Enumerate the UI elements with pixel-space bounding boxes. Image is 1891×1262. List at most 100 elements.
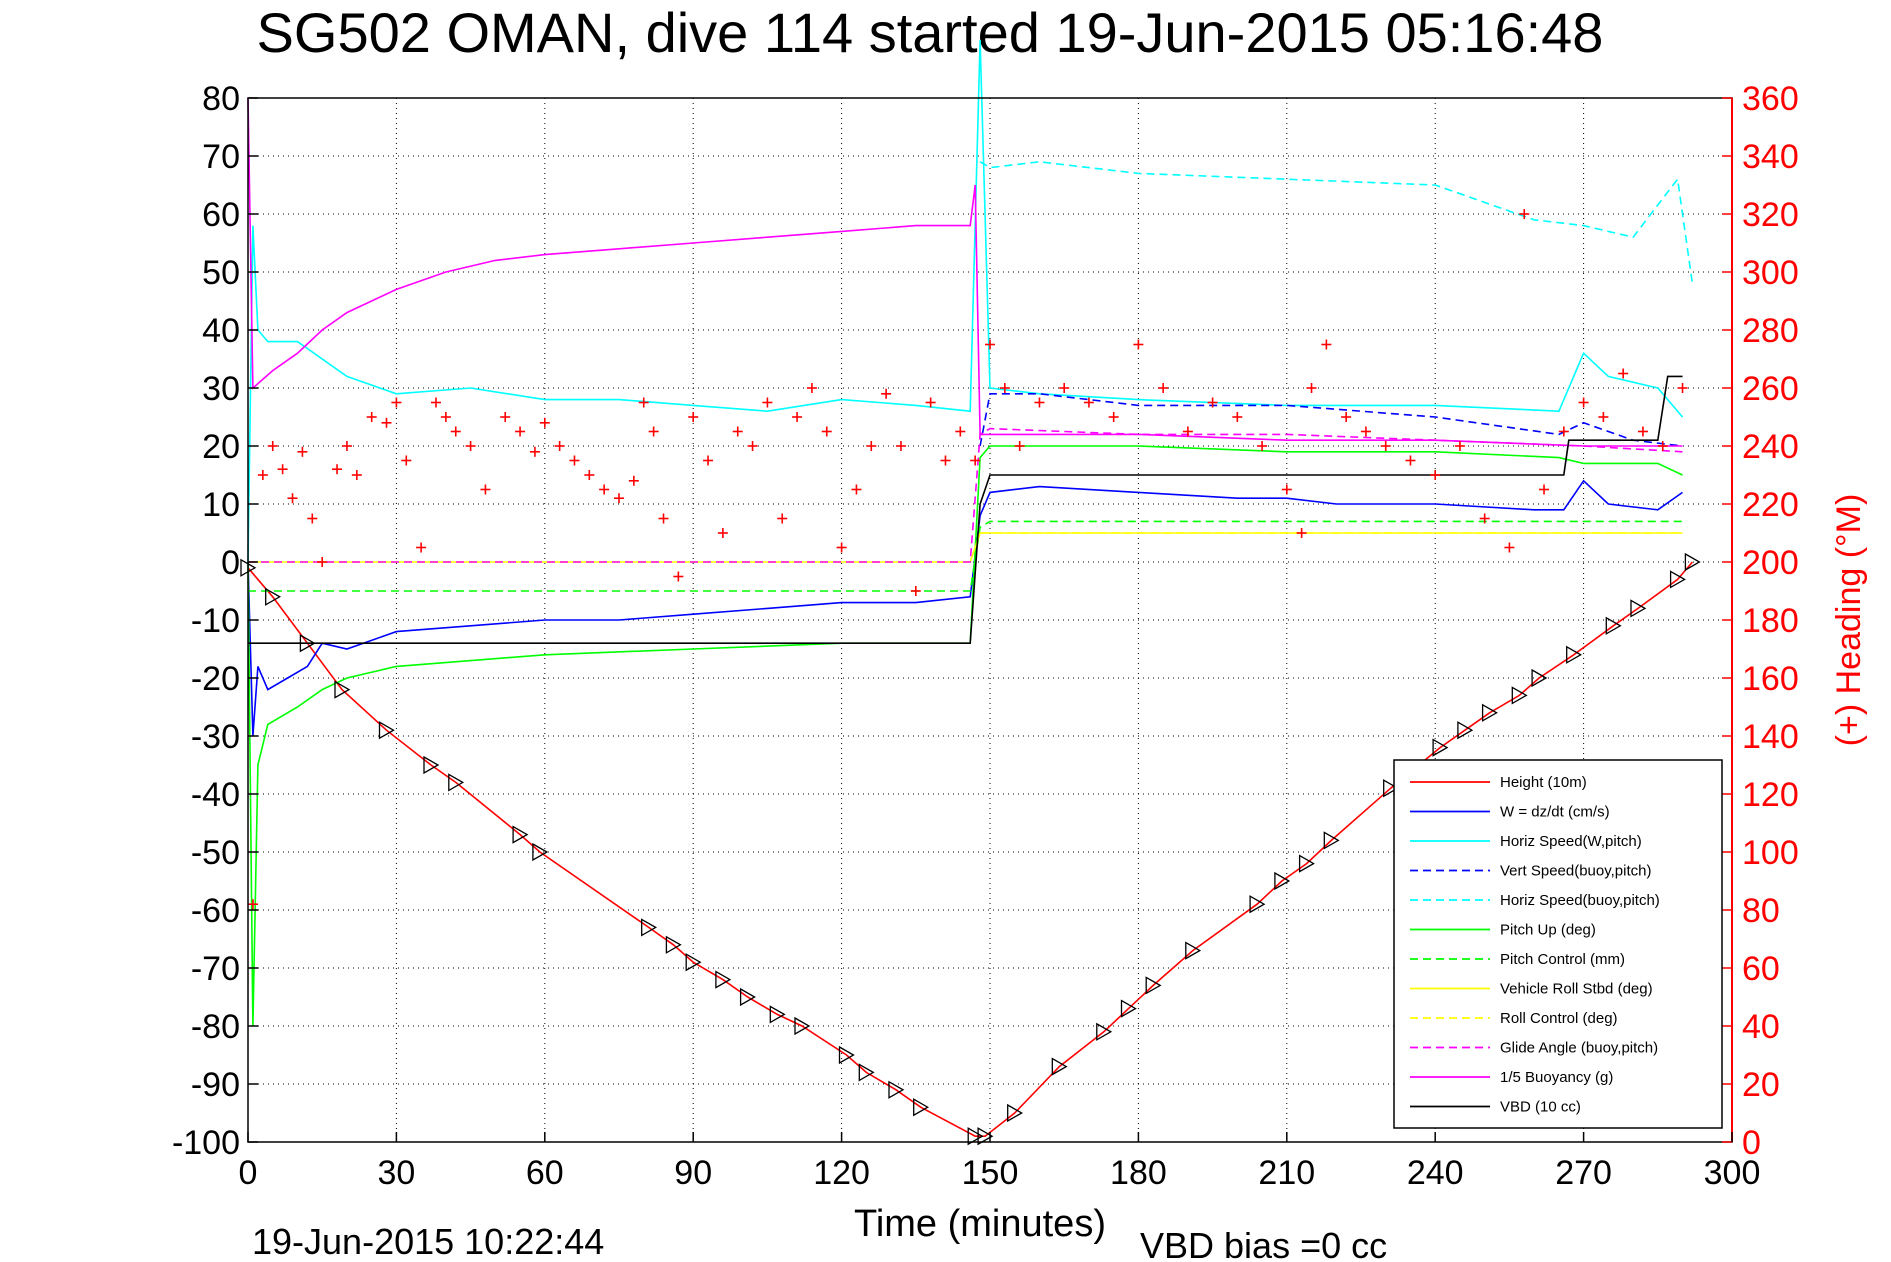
heading-point bbox=[688, 412, 699, 422]
profile-marker bbox=[1145, 976, 1162, 995]
heading-point bbox=[332, 464, 343, 475]
y-tick-left-label: -40 bbox=[191, 776, 240, 814]
series-line-8 bbox=[248, 532, 1683, 563]
y-tick-right-label: 140 bbox=[1742, 718, 1799, 756]
y-tick-left-label: 10 bbox=[202, 486, 240, 524]
heading-point bbox=[866, 441, 877, 451]
profile-marker bbox=[378, 721, 395, 740]
profile-marker bbox=[1630, 599, 1647, 618]
heading-point bbox=[1430, 470, 1441, 480]
profile-markers bbox=[240, 552, 1701, 1146]
profile-marker bbox=[1249, 895, 1266, 914]
y-tick-right-label: 180 bbox=[1742, 602, 1799, 640]
heading-point bbox=[1504, 542, 1515, 553]
heading-point bbox=[614, 493, 624, 504]
heading-point bbox=[401, 455, 412, 466]
y-tick-right-label: 240 bbox=[1742, 428, 1799, 466]
y-tick-left-label: -20 bbox=[191, 660, 240, 698]
profile-marker bbox=[977, 1127, 994, 1146]
legend: Height (10m) W = dz/dt (cm/s) Horiz Speed(… bbox=[1393, 759, 1723, 1129]
heading-point bbox=[648, 426, 659, 437]
profile-marker bbox=[1457, 721, 1474, 740]
footer-timestamp: 19-Jun-2015 10:22:44 bbox=[252, 1221, 604, 1262]
profile-marker bbox=[1185, 941, 1202, 960]
profile-marker bbox=[1120, 999, 1137, 1018]
y-tick-left-label: 80 bbox=[202, 80, 240, 118]
heading-point bbox=[925, 397, 936, 408]
y-tick-right-label: 220 bbox=[1742, 486, 1799, 524]
profile-marker bbox=[794, 1016, 811, 1036]
y-tick-right-label: 360 bbox=[1742, 80, 1799, 118]
legend-label-6: Pitch Control (mm) bbox=[1500, 951, 1625, 968]
heading-point bbox=[940, 455, 951, 466]
heading-point bbox=[1360, 426, 1371, 437]
heading-point bbox=[673, 571, 684, 582]
y-tick-right-label: 20 bbox=[1742, 1066, 1780, 1104]
y-tick-left-label: 20 bbox=[202, 428, 240, 466]
heading-point bbox=[569, 455, 580, 466]
profile-marker bbox=[1383, 779, 1400, 798]
y-tick-right-label: 340 bbox=[1742, 138, 1799, 176]
heading-point bbox=[1479, 513, 1490, 524]
x-tick-label: 90 bbox=[674, 1154, 712, 1192]
y-axis-left-ticks: 80 70 60 50 40 30 20 10 0 -10 -20 -30 -40 -50 -60 -70 -8… bbox=[172, 80, 258, 1162]
heading-point bbox=[806, 383, 817, 393]
y-tick-left-label: 70 bbox=[202, 138, 240, 176]
heading-point bbox=[584, 470, 595, 480]
heading-point bbox=[1637, 426, 1648, 437]
profile-marker bbox=[532, 842, 549, 862]
series-line-11 bbox=[248, 375, 1683, 645]
heading-point bbox=[1257, 441, 1268, 451]
profile-marker bbox=[448, 773, 465, 792]
heading-point bbox=[821, 426, 832, 437]
profile-marker bbox=[1684, 552, 1701, 572]
heading-point bbox=[881, 388, 892, 399]
legend-label-4: Horiz Speed(buoy,pitch) bbox=[1500, 892, 1660, 909]
heading-point bbox=[1618, 368, 1629, 379]
heading-point bbox=[430, 397, 441, 408]
profile-marker bbox=[1511, 686, 1528, 705]
series-line-10 bbox=[247, 97, 1683, 447]
heading-point bbox=[1014, 441, 1025, 451]
heading-point bbox=[1380, 441, 1391, 451]
heading-point bbox=[1034, 397, 1045, 408]
profile-marker bbox=[1432, 738, 1449, 757]
heading-point bbox=[1321, 339, 1332, 350]
y-axis-right-label: (+) Heading (°M) bbox=[1830, 494, 1868, 747]
y-tick-right-label: 300 bbox=[1742, 254, 1799, 292]
heading-point bbox=[366, 412, 377, 422]
legend-label-11: VBD (10 cc) bbox=[1500, 1099, 1581, 1116]
heading-point bbox=[307, 513, 318, 524]
heading-point bbox=[317, 557, 328, 567]
legend-label-5: Pitch Up (deg) bbox=[1500, 922, 1596, 939]
heading-point bbox=[351, 470, 362, 480]
heading-point bbox=[628, 475, 639, 486]
series-line-6 bbox=[248, 520, 1683, 592]
y-axis-right-ticks: 3603403203002802602402202001801601401201… bbox=[1722, 80, 1799, 1162]
heading-point bbox=[1341, 412, 1352, 422]
heading-point bbox=[836, 542, 847, 553]
heading-point bbox=[970, 455, 981, 466]
heading-point bbox=[1558, 426, 1569, 437]
x-tick-label: 120 bbox=[813, 1154, 870, 1192]
profile-marker bbox=[641, 918, 658, 937]
heading-point bbox=[287, 493, 298, 504]
series-layer bbox=[247, 39, 1694, 1137]
heading-point bbox=[480, 484, 491, 495]
heading-point bbox=[1519, 209, 1530, 219]
series-line-0 bbox=[247, 561, 1694, 1137]
heading-point bbox=[1405, 455, 1416, 466]
heading-point bbox=[851, 484, 862, 495]
heading-point bbox=[515, 426, 526, 437]
y-tick-right-label: 40 bbox=[1742, 1008, 1780, 1046]
profile-marker bbox=[888, 1080, 905, 1099]
profile-marker bbox=[838, 1045, 855, 1065]
y-tick-right-label: 60 bbox=[1742, 950, 1780, 988]
heading-point bbox=[539, 417, 550, 428]
y-tick-left-label: 0 bbox=[221, 544, 240, 582]
profile-marker bbox=[334, 680, 351, 699]
profile-marker bbox=[1051, 1057, 1068, 1076]
profile-marker bbox=[1531, 668, 1548, 688]
y-tick-left-label: -90 bbox=[191, 1066, 240, 1104]
